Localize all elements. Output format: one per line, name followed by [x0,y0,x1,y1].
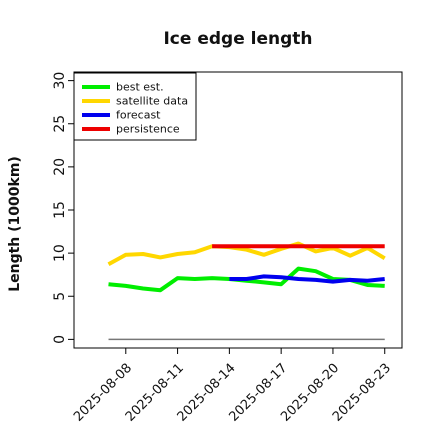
series-line-satellite-data [107,241,386,267]
legend-label: best est. [116,81,164,94]
y-tick-label: 15 [52,201,68,219]
series-lines [107,241,386,341]
y-tick-label: 20 [52,158,68,176]
legend: best est.satellite dataforecastpersisten… [73,72,197,141]
y-tick-label: 30 [52,72,68,90]
series-line-forecast [229,274,385,284]
y-axis-label: Length (1000km) [7,156,23,292]
legend-label: satellite data [116,95,188,108]
legend-label: forecast [116,109,161,122]
legend-label: persistence [116,123,180,136]
y-tick-label: 5 [52,292,68,301]
chart-title: Ice edge length [163,29,312,49]
y-tick-label: 10 [52,244,68,262]
y-tick-label: 25 [52,115,68,133]
y-tick-label: 0 [52,335,68,344]
